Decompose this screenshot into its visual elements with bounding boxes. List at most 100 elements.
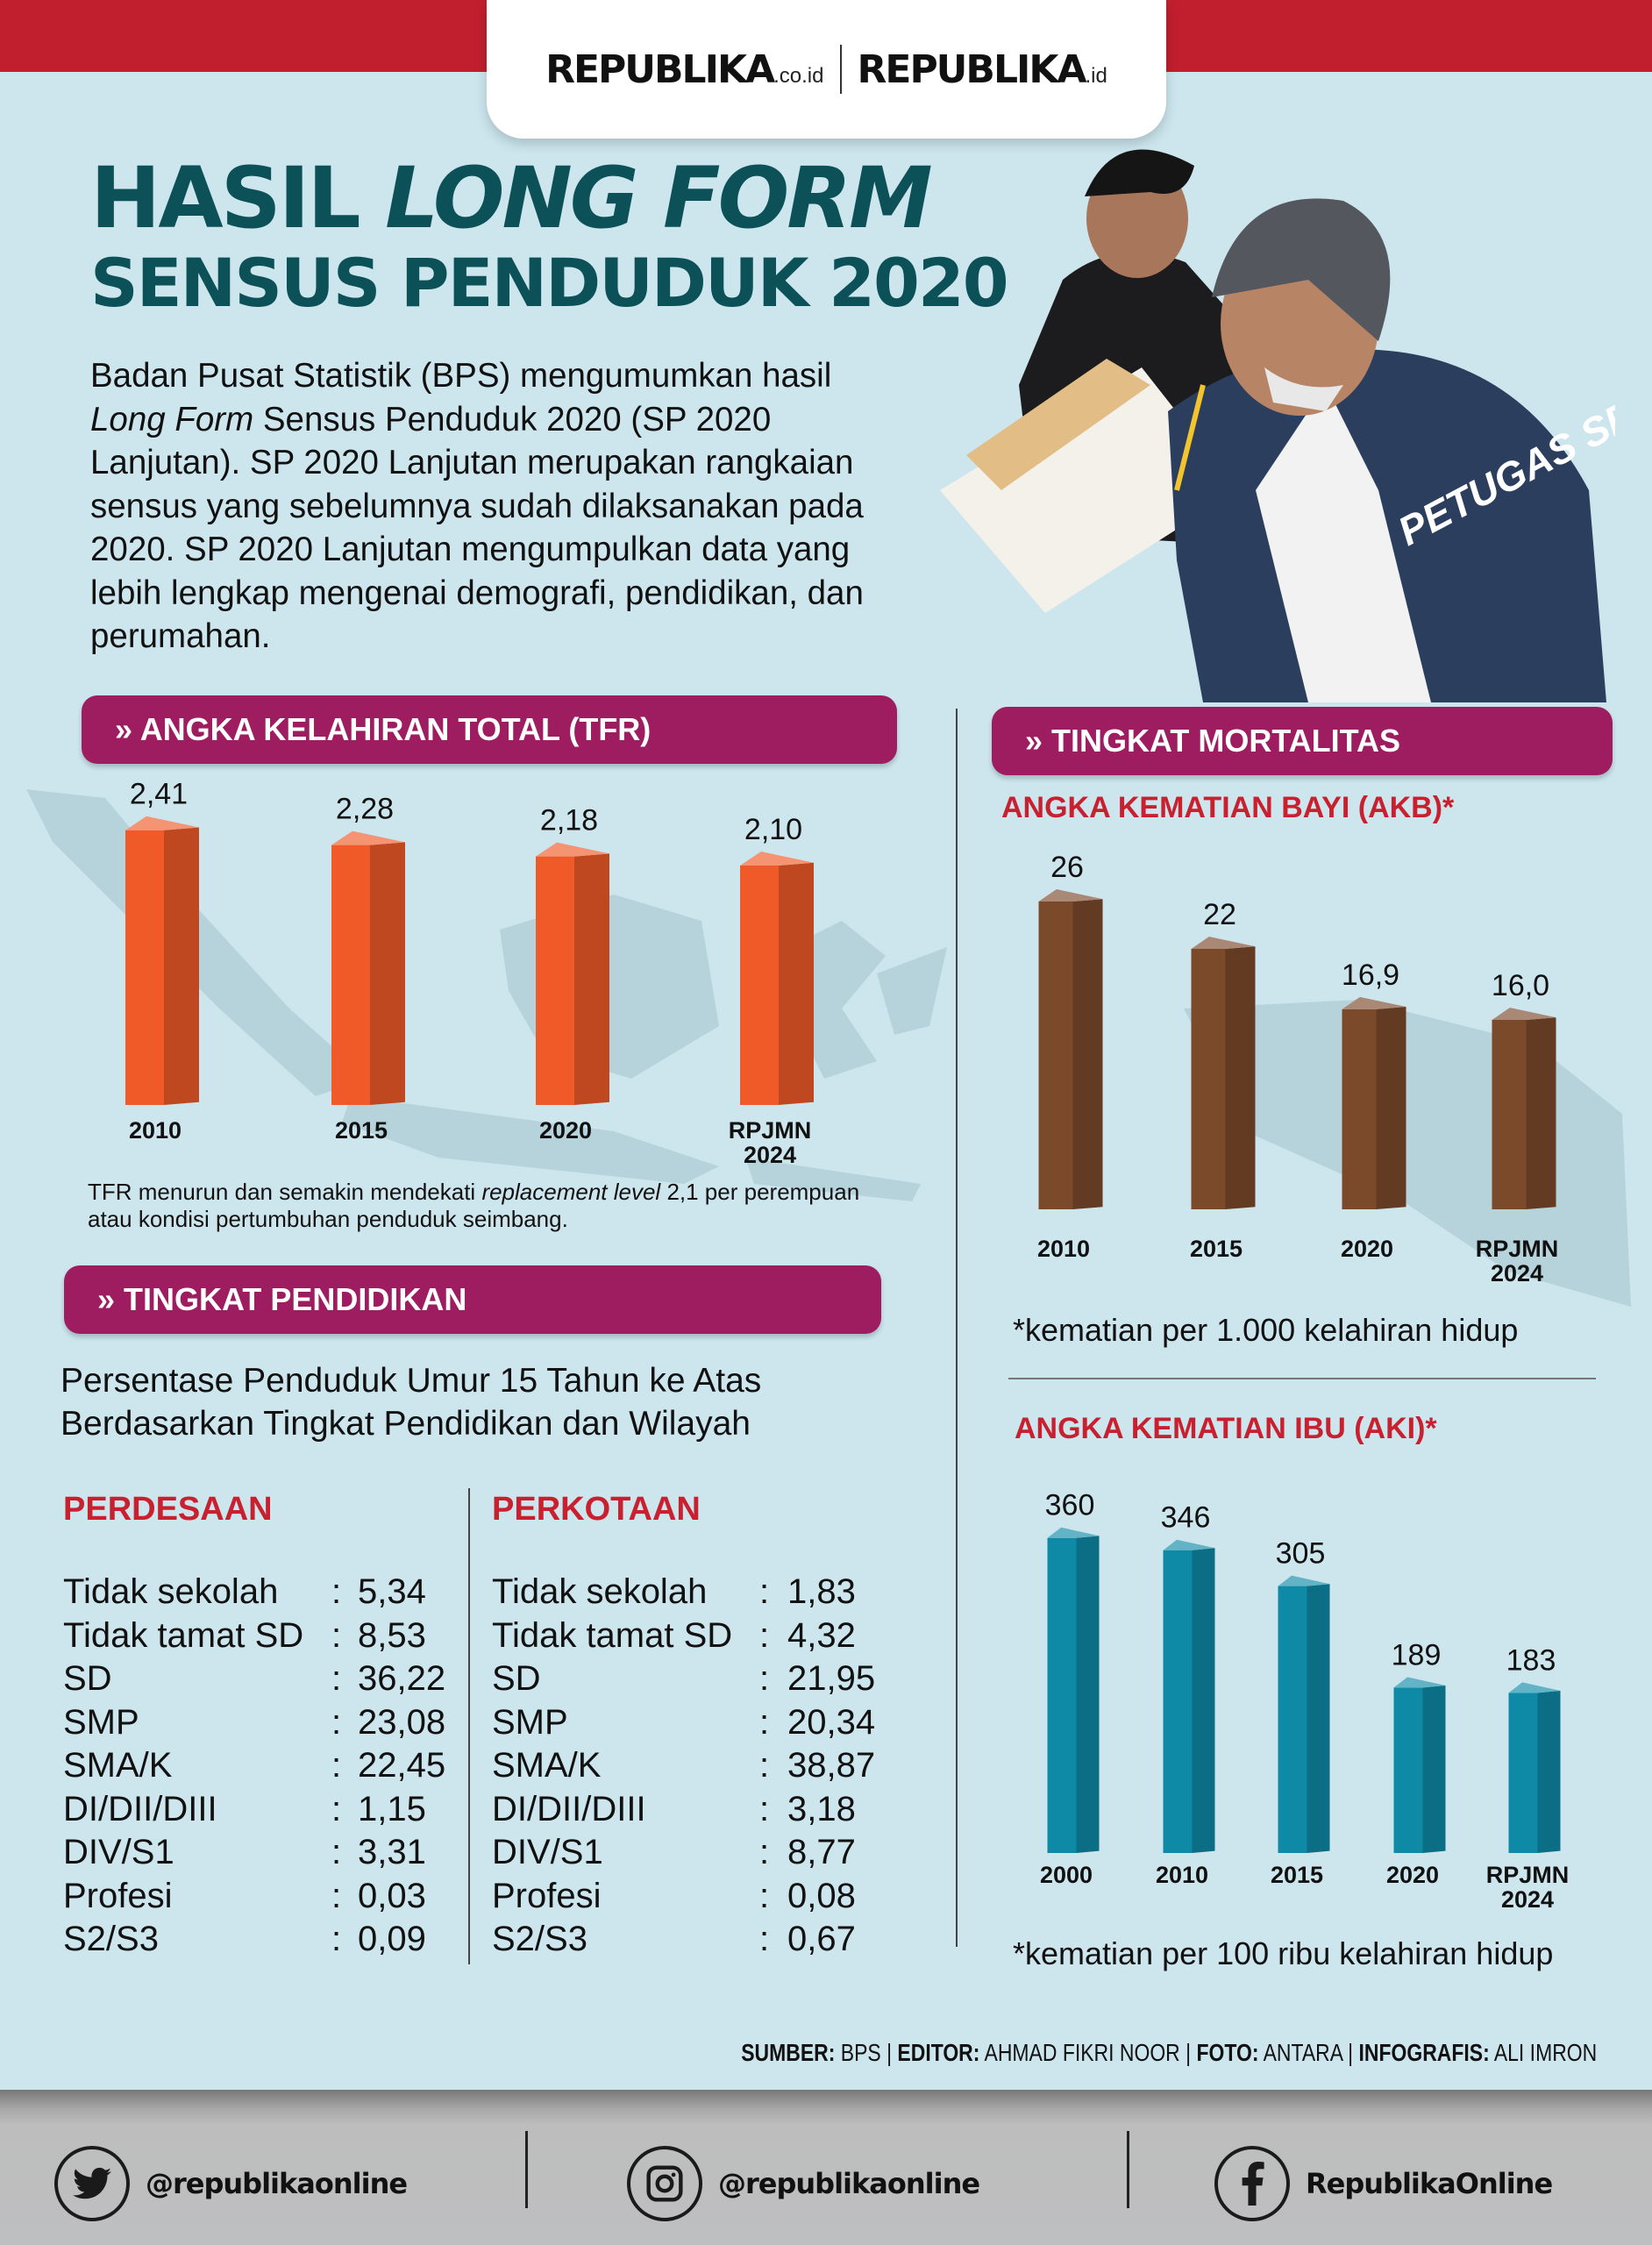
- education-row-label: SD: [63, 1659, 112, 1698]
- bar-side: [1192, 1548, 1215, 1853]
- bar-top: [1278, 1575, 1330, 1586]
- bar-top: [125, 816, 199, 830]
- education-row-colon: :: [331, 1876, 342, 1915]
- x-axis-label: 2010: [1156, 1862, 1208, 1888]
- education-row-value: 3,31: [358, 1833, 426, 1871]
- bar-top: [1393, 1677, 1446, 1688]
- education-row-colon: :: [759, 1876, 770, 1915]
- footer-divider: [525, 2131, 528, 2208]
- education-row-colon: :: [759, 1702, 770, 1742]
- education-row-label: SMA/K: [63, 1746, 173, 1785]
- bar-side: [1526, 1017, 1556, 1209]
- education-row-label: Tidak tamat SD: [63, 1615, 304, 1655]
- education-subtitle: Persentase Penduduk Umur 15 Tahun ke Ata…: [61, 1362, 762, 1443]
- education-row-value: 0,09: [358, 1920, 426, 1958]
- bar-side: [164, 827, 199, 1105]
- education-row-label: Tidak sekolah: [63, 1572, 279, 1611]
- education-row-label: Tidak tamat SD: [492, 1615, 733, 1655]
- education-row-value: 1,83: [787, 1572, 856, 1611]
- education-row-value: 22,45: [358, 1746, 446, 1785]
- education-row-colon: :: [759, 1572, 770, 1611]
- education-row-value: 3,18: [787, 1789, 856, 1828]
- education-row-value: 23,08: [358, 1702, 446, 1742]
- bar-top: [1342, 996, 1406, 1009]
- bar-side: [1422, 1685, 1446, 1853]
- education-row-value: 21,95: [787, 1659, 876, 1698]
- instagram-icon: [627, 2146, 702, 2221]
- facebook-link[interactable]: RepublikaOnline: [1214, 2146, 1553, 2221]
- bar-front: [1278, 1586, 1307, 1853]
- education-row-colon: :: [331, 1920, 342, 1958]
- bar-value-label: 189: [1392, 1638, 1442, 1671]
- instagram-link[interactable]: @republikaonline: [627, 2146, 980, 2221]
- bar-side: [779, 862, 814, 1105]
- education-row-colon: :: [331, 1572, 342, 1611]
- bar-top: [1492, 1008, 1556, 1020]
- education-divider: [468, 1488, 470, 1964]
- bar-front: [1038, 902, 1073, 1209]
- intro-paragraph: Badan Pusat Statistik (BPS) mengumumkan …: [90, 357, 864, 655]
- education-row-colon: :: [759, 1833, 770, 1871]
- logo-republika-id: REPUBLIKA: [857, 46, 1087, 92]
- bar-side: [1307, 1584, 1330, 1853]
- bar-value-label: 16,0: [1492, 969, 1549, 1002]
- education-row-colon: :: [331, 1702, 342, 1742]
- education-row-value: 4,32: [787, 1615, 856, 1655]
- logo-divider: [839, 45, 842, 94]
- education-row-label: SMP: [492, 1702, 568, 1742]
- education-row-value: 8,77: [787, 1833, 856, 1871]
- bar-value-label: 305: [1276, 1537, 1326, 1571]
- education-row-label: DIV/S1: [63, 1833, 174, 1871]
- twitter-icon: [54, 2146, 130, 2221]
- bar-value-label: 22: [1203, 898, 1236, 931]
- x-axis-label: 2024: [1491, 1260, 1543, 1286]
- education-row-colon: :: [331, 1659, 342, 1698]
- bar-side: [1072, 899, 1103, 1209]
- bar-value-label: 2,10: [744, 813, 802, 846]
- education-row-colon: :: [759, 1789, 770, 1828]
- bar-front: [536, 856, 574, 1105]
- bar-top: [1038, 889, 1103, 902]
- bar-value-label: 2,18: [540, 804, 598, 837]
- facebook-icon: [1214, 2146, 1290, 2221]
- logo-suffix: .co.id: [773, 63, 824, 88]
- logo-republika-coid: REPUBLIKA: [545, 46, 775, 92]
- instagram-handle: @republikaonline: [718, 2167, 980, 2200]
- x-axis-label: 2020: [539, 1117, 592, 1144]
- education-row-value: 0,67: [787, 1920, 856, 1958]
- bar-value-label: 2,41: [130, 778, 188, 811]
- x-axis-label: 2000: [1040, 1862, 1093, 1888]
- tfr-note: TFR menurun dan semakin mendekati replac…: [88, 1179, 860, 1232]
- bar-value-label: 183: [1506, 1643, 1556, 1677]
- footer: [0, 2090, 1652, 2245]
- facebook-page: RepublikaOnline: [1306, 2167, 1553, 2200]
- education-row-value: 5,34: [358, 1572, 426, 1611]
- education-row-colon: :: [331, 1615, 342, 1655]
- education-row-value: 0,08: [787, 1876, 856, 1915]
- education-section-header: » TINGKAT PENDIDIKAN: [64, 1265, 881, 1334]
- bar-top: [740, 852, 814, 866]
- education-row-label: DI/DII/DIII: [492, 1789, 646, 1828]
- bar-top: [1508, 1682, 1561, 1693]
- twitter-handle: @republikaonline: [146, 2167, 408, 2200]
- x-axis-label: 2024: [744, 1142, 796, 1168]
- page-title-line1: HASIL LONG FORM: [90, 149, 933, 247]
- education-row-colon: :: [331, 1746, 342, 1785]
- mortality-divider: [1008, 1378, 1596, 1379]
- x-axis-label: 2015: [1271, 1862, 1323, 1888]
- x-axis-label: RPJMN: [1476, 1236, 1559, 1262]
- twitter-link[interactable]: @republikaonline: [54, 2146, 408, 2221]
- bar-side: [1225, 946, 1256, 1209]
- bar-top: [1191, 937, 1256, 949]
- education-row-colon: :: [759, 1920, 770, 1958]
- bar-front: [1393, 1687, 1423, 1853]
- education-row-value: 8,53: [358, 1615, 426, 1655]
- education-row-label: S2/S3: [492, 1920, 587, 1958]
- education-row-value: 36,22: [358, 1659, 446, 1698]
- tfr-section-header: » ANGKA KELAHIRAN TOTAL (TFR): [82, 695, 897, 764]
- bar-side: [1076, 1536, 1100, 1853]
- bar-front: [1508, 1693, 1538, 1853]
- bar-side: [574, 853, 609, 1105]
- footer-divider: [1127, 2131, 1129, 2208]
- x-axis-label: 2024: [1501, 1886, 1554, 1913]
